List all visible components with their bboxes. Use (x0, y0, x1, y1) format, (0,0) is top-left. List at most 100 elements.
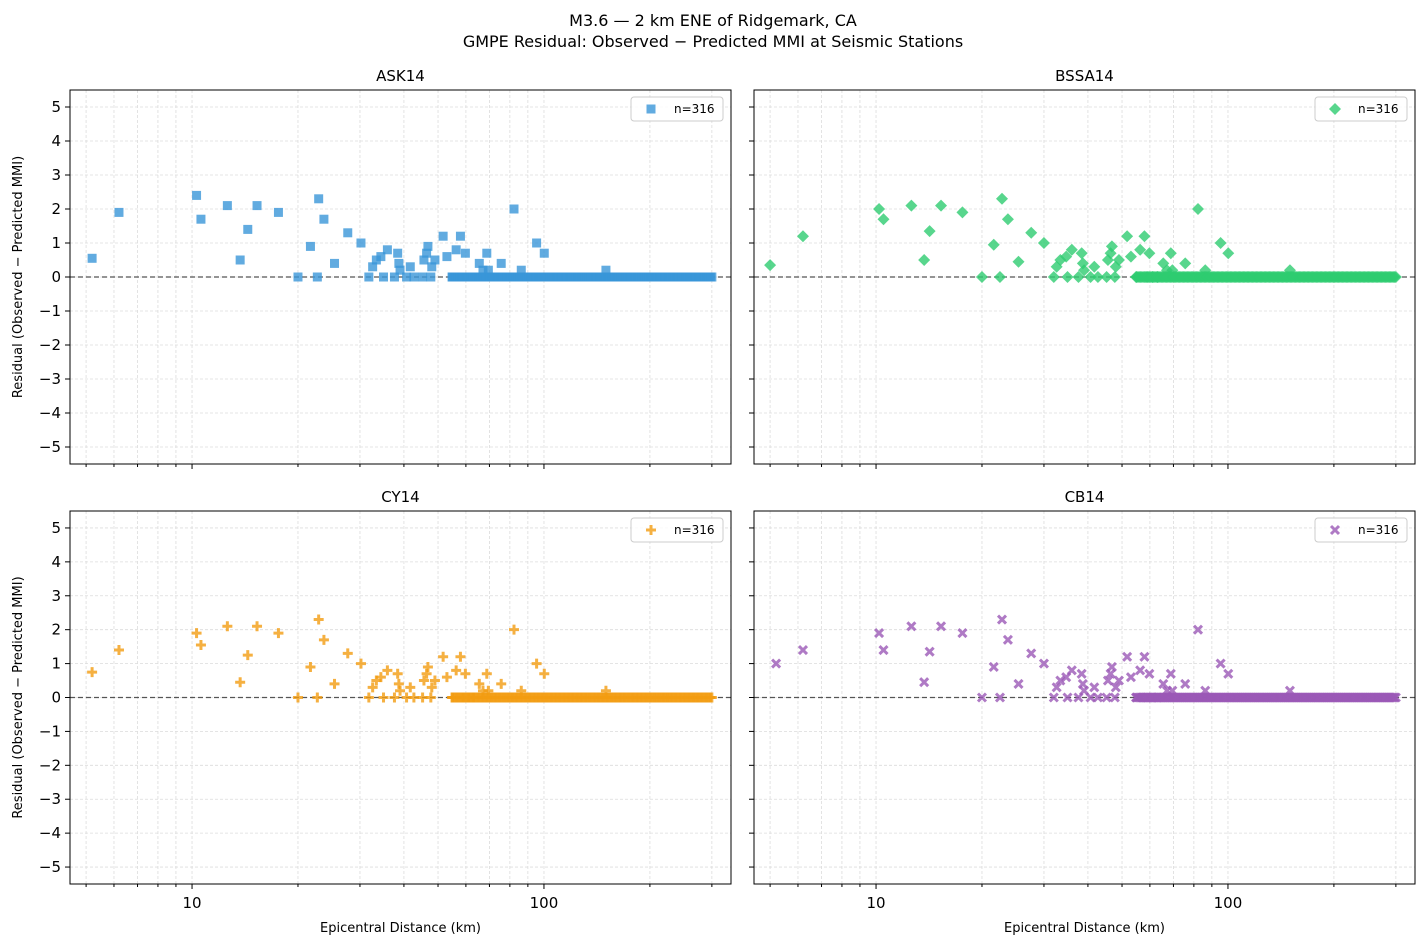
data-point (919, 677, 930, 688)
legend: n=316 (630, 517, 724, 543)
data-point (1026, 648, 1037, 659)
data-point (918, 254, 931, 266)
data-point (707, 272, 717, 282)
data-point (441, 672, 452, 683)
data-point (539, 668, 550, 679)
data-point (496, 678, 507, 689)
y-tick-label: 1 (51, 234, 61, 252)
x-tick-label: 10 (182, 894, 201, 912)
y-tick-label: −2 (39, 756, 61, 774)
data-point (222, 201, 232, 211)
panel-bssa14: BSSA14 n=316 (749, 67, 1416, 469)
data-point (1013, 678, 1024, 689)
legend-box (630, 96, 724, 122)
data-point (1214, 237, 1227, 249)
data-point (382, 245, 392, 255)
data-point (329, 678, 340, 689)
data-point (1055, 675, 1066, 686)
data-point (1100, 271, 1113, 283)
panel-title: ASK14 (376, 67, 425, 85)
data-point (422, 661, 433, 672)
x-axis-label: Epicentral Distance (km) (1004, 921, 1165, 936)
data-point (371, 255, 381, 265)
data-point (1329, 103, 1341, 115)
data-point (430, 255, 440, 265)
data-point (957, 628, 968, 639)
data-point (1025, 226, 1038, 239)
data-point (292, 692, 303, 703)
data-point (113, 645, 124, 656)
data-point (935, 199, 948, 212)
y-tick-label: −5 (39, 438, 61, 456)
data-point (87, 253, 97, 263)
data-point (1105, 240, 1118, 253)
data-point (409, 272, 419, 282)
y-tick-label: −1 (39, 302, 61, 320)
legend-box (1314, 517, 1408, 543)
data-point (382, 665, 393, 676)
data-point (1089, 682, 1100, 693)
data-point (1112, 254, 1125, 266)
data-point (319, 214, 329, 224)
data-point (646, 104, 656, 114)
data-point (1139, 651, 1150, 662)
data-point (1180, 678, 1191, 689)
data-point (355, 658, 366, 669)
data-point (1165, 668, 1176, 679)
data-point (996, 614, 1008, 625)
data-point (873, 203, 886, 215)
y-tick-label: −1 (39, 722, 61, 740)
data-point (1012, 255, 1025, 268)
data-point (313, 614, 324, 625)
data-point (1002, 634, 1013, 645)
data-point (455, 651, 466, 662)
data-point (318, 634, 329, 645)
y-axis-label: Residual (Observed − Predicted MMI) (11, 576, 26, 818)
x-tick-label: 100 (530, 894, 559, 912)
data-point (1101, 692, 1112, 703)
legend-label: n=316 (674, 102, 715, 116)
data-series-ask14 (87, 190, 717, 282)
y-tick-label: 0 (51, 268, 61, 286)
data-point (994, 692, 1006, 703)
data-point (1106, 661, 1117, 673)
data-point (423, 241, 433, 251)
data-point (393, 248, 403, 258)
data-point (394, 258, 404, 268)
data-point (419, 255, 429, 265)
data-series-cy14 (87, 614, 717, 703)
data-point (993, 271, 1006, 283)
data-point (532, 238, 542, 248)
data-point (988, 661, 999, 673)
y-tick-label: 2 (51, 200, 61, 218)
data-point (796, 230, 809, 243)
data-point (1143, 247, 1156, 260)
data-point (1051, 682, 1062, 693)
data-point (389, 272, 399, 282)
data-point (1192, 624, 1204, 635)
data-point (1329, 524, 1341, 536)
data-point (923, 225, 936, 238)
data-point (975, 271, 988, 283)
data-point (1088, 260, 1101, 273)
data-point (451, 665, 462, 676)
data-point (1144, 668, 1155, 679)
data-point (1110, 682, 1121, 693)
data-point (1121, 230, 1134, 243)
data-point (252, 201, 262, 211)
data-point (455, 231, 465, 241)
data-point (516, 265, 526, 275)
legend-box (630, 517, 724, 543)
data-point (342, 648, 353, 659)
panel-title: BSSA14 (1055, 67, 1114, 85)
data-point (395, 685, 406, 696)
y-tick-label: 3 (51, 587, 61, 605)
data-point (429, 675, 440, 686)
y-tick-label: 2 (51, 621, 61, 639)
data-point (426, 272, 436, 282)
data-point (474, 258, 484, 268)
data-point (196, 214, 206, 224)
data-point (509, 624, 520, 635)
data-point (976, 692, 988, 703)
data-point (1047, 271, 1060, 283)
